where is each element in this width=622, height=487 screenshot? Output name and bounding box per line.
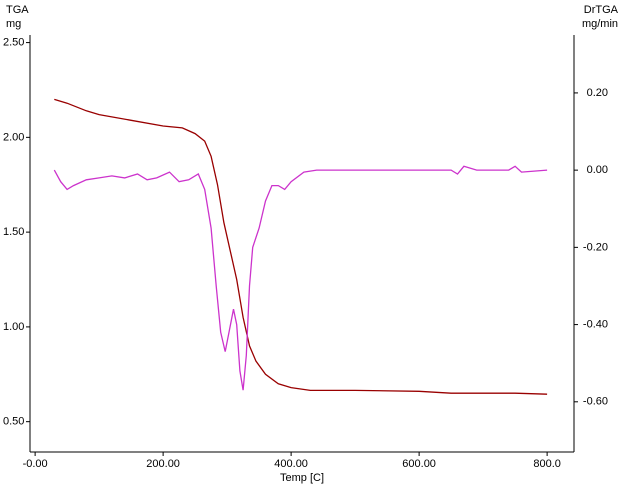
y2-tick-label: -0.40 <box>583 318 608 330</box>
y2-tick-label: -0.20 <box>583 241 608 253</box>
y2-tick-label: -0.60 <box>583 396 608 408</box>
x-tick-label: 800.0 <box>533 458 561 470</box>
x-tick-label: 200.00 <box>146 458 180 470</box>
y2-tick-label: 0.20 <box>587 87 608 99</box>
y-tick-label: 0.50 <box>3 416 24 428</box>
y2-axis-title: DrTGA <box>584 4 619 16</box>
x-tick-label: -0.00 <box>23 458 48 470</box>
y-tick-label: 2.50 <box>3 36 24 48</box>
y-axis-title: TGA <box>6 4 29 16</box>
y-tick-label: 1.00 <box>3 321 24 333</box>
x-tick-label: 600.00 <box>402 458 436 470</box>
y2-tick-label: 0.00 <box>587 164 608 176</box>
y2-axis-unit: mg/min <box>582 18 618 30</box>
data-line <box>54 98 548 395</box>
y-axis-unit: mg <box>6 18 21 30</box>
x-axis-title: Temp [C] <box>280 472 324 484</box>
y-tick-label: 2.00 <box>3 131 24 143</box>
y-tick-label: 1.50 <box>3 226 24 238</box>
data-line <box>53 165 548 391</box>
x-tick-label: 400.00 <box>274 458 308 470</box>
